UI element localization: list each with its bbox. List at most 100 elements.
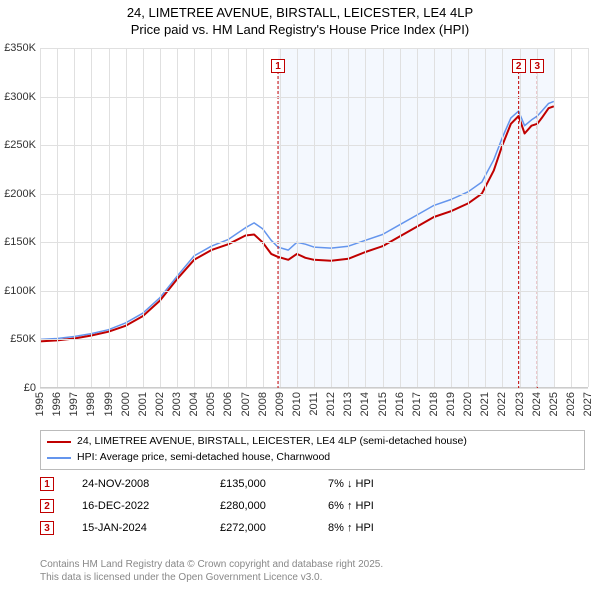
gridline-v: [160, 48, 161, 387]
gridline-v: [74, 48, 75, 387]
x-axis-label: 2003: [171, 392, 183, 416]
chart-title: 24, LIMETREE AVENUE, BIRSTALL, LEICESTER…: [0, 0, 600, 39]
gridline-v: [417, 48, 418, 387]
event-price: £280,000: [220, 500, 300, 512]
gridline-v: [280, 48, 281, 387]
gridline-v: [348, 48, 349, 387]
marker-box: 3: [530, 59, 544, 73]
x-axis-label: 2001: [137, 392, 149, 416]
event-row: 3 15-JAN-2024 £272,000 8% ↑ HPI: [40, 517, 588, 539]
event-date: 16-DEC-2022: [82, 500, 192, 512]
gridline-v: [520, 48, 521, 387]
footer-line-2: This data is licensed under the Open Gov…: [40, 572, 322, 583]
chart-area: 123 £0£50K£100K£150K£200K£250K£300K£350K…: [40, 48, 588, 388]
gridline-v: [588, 48, 589, 387]
gridline-v: [40, 48, 41, 387]
event-marker: 3: [40, 521, 54, 535]
gridline-h: [40, 388, 588, 389]
gridline-v: [451, 48, 452, 387]
gridline-v: [228, 48, 229, 387]
x-axis-label: 2013: [342, 392, 354, 416]
x-axis-label: 2005: [205, 392, 217, 416]
x-axis-label: 2026: [565, 392, 577, 416]
gridline-v: [314, 48, 315, 387]
x-axis-label: 2000: [120, 392, 132, 416]
x-axis-label: 2006: [222, 392, 234, 416]
x-axis-label: 2022: [496, 392, 508, 416]
x-axis-label: 2004: [188, 392, 200, 416]
gridline-v: [126, 48, 127, 387]
x-axis-label: 1998: [85, 392, 97, 416]
x-axis-label: 2007: [240, 392, 252, 416]
x-axis-label: 2024: [531, 392, 543, 416]
y-axis-label: £300K: [4, 91, 36, 103]
y-axis-label: £250K: [4, 139, 36, 151]
legend-label-2: HPI: Average price, semi-detached house,…: [77, 450, 330, 466]
legend-row-1: 24, LIMETREE AVENUE, BIRSTALL, LEICESTER…: [47, 434, 578, 450]
event-row: 124-NOV-2008£135,0007% ↓ HPI: [40, 473, 588, 495]
y-axis-label: £200K: [4, 188, 36, 200]
x-axis-label: 2009: [274, 392, 286, 416]
x-axis-label: 2010: [291, 392, 303, 416]
event-diff: 8% ↑ HPI: [328, 522, 428, 534]
x-axis-label: 2014: [359, 392, 371, 416]
gridline-v: [297, 48, 298, 387]
x-axis-label: 2002: [154, 392, 166, 416]
gridline-v: [91, 48, 92, 387]
x-axis-label: 1997: [68, 392, 80, 416]
events-table: 124-NOV-2008£135,0007% ↓ HPI216-DEC-2022…: [40, 473, 588, 539]
footer-line-1: Contains HM Land Registry data © Crown c…: [40, 559, 383, 570]
title-line-2: Price paid vs. HM Land Registry's House …: [131, 22, 469, 37]
x-axis-label: 2018: [428, 392, 440, 416]
gridline-v: [331, 48, 332, 387]
plot-region: 1 23: [40, 48, 588, 388]
legend-swatch-2: [47, 457, 71, 459]
x-axis-label: 2016: [394, 392, 406, 416]
footer: Contains HM Land Registry data © Crown c…: [40, 558, 588, 584]
gridline-v: [211, 48, 212, 387]
marker-box: 1: [271, 59, 285, 73]
legend-label-1: 24, LIMETREE AVENUE, BIRSTALL, LEICESTER…: [77, 434, 467, 450]
gridline-v: [177, 48, 178, 387]
gridline-v: [571, 48, 572, 387]
gridline-v: [383, 48, 384, 387]
x-axis-label: 2023: [514, 392, 526, 416]
x-axis-label: 2021: [479, 392, 491, 416]
gridline-v: [537, 48, 538, 387]
y-axis-label: £150K: [4, 236, 36, 248]
event-marker: 1: [40, 477, 54, 491]
x-axis-label: 1996: [51, 392, 63, 416]
x-axis-label: 2025: [548, 392, 560, 416]
gridline-v: [434, 48, 435, 387]
y-axis-label: £100K: [4, 285, 36, 297]
gridline-v: [485, 48, 486, 387]
x-axis-label: 2020: [462, 392, 474, 416]
gridline-v: [502, 48, 503, 387]
gridline-v: [194, 48, 195, 387]
x-axis-label: 1995: [34, 392, 46, 416]
x-axis-label: 2015: [377, 392, 389, 416]
event-diff: 6% ↑ HPI: [328, 500, 428, 512]
gridline-v: [263, 48, 264, 387]
gridline-v: [57, 48, 58, 387]
event-row: 2 16-DEC-2022 £280,000 6% ↑ HPI: [40, 495, 588, 517]
x-axis-label: 2027: [582, 392, 594, 416]
gridline-v: [365, 48, 366, 387]
marker-box: 2: [512, 59, 526, 73]
event-diff: 7% ↓ HPI: [328, 478, 428, 490]
x-axis-label: 1999: [103, 392, 115, 416]
gridline-v: [109, 48, 110, 387]
gridline-v: [246, 48, 247, 387]
gridline-v: [400, 48, 401, 387]
legend-swatch-1: [47, 441, 71, 444]
x-axis-label: 2008: [257, 392, 269, 416]
event-price: £272,000: [220, 522, 300, 534]
gridline-v: [143, 48, 144, 387]
event-date: 15-JAN-2024: [82, 522, 192, 534]
event-marker: 2: [40, 499, 54, 513]
x-axis-label: 2012: [325, 392, 337, 416]
x-axis-label: 2011: [308, 392, 320, 416]
gridline-v: [554, 48, 555, 387]
gridline-v: [468, 48, 469, 387]
event-date: 24-NOV-2008: [82, 478, 192, 490]
